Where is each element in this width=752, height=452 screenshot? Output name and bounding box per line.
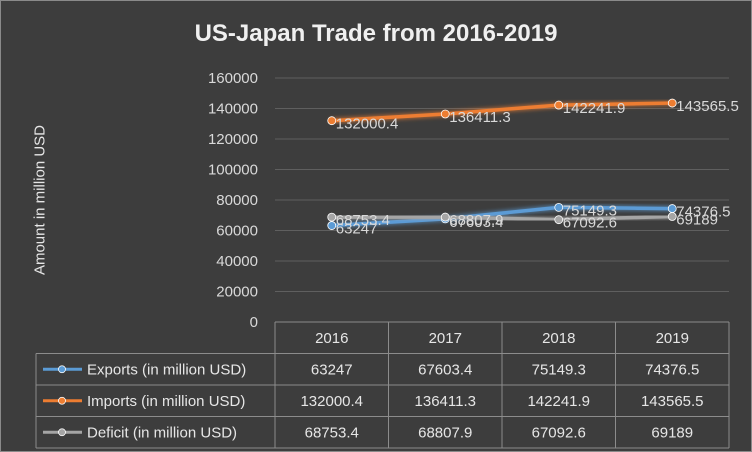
table-row-label: Exports (in million USD): [87, 361, 246, 378]
table-value-cell: 63247: [311, 361, 353, 378]
table-value-cell: 68753.4: [305, 424, 359, 441]
y-tick-label: 80000: [216, 192, 258, 209]
data-label: 67092.6: [563, 215, 617, 232]
data-point: [554, 100, 564, 110]
table-value-cell: 132000.4: [300, 393, 363, 410]
data-label: 75149.3: [563, 202, 617, 219]
data-point: [440, 109, 450, 119]
data-point: [327, 212, 337, 222]
table-header-cell: 2019: [656, 330, 689, 347]
table-value-cell: 143565.5: [641, 393, 704, 410]
data-point: [440, 212, 450, 222]
table-value-cell: 69189: [651, 424, 693, 441]
data-point: [667, 212, 677, 221]
table-header-cell: 2017: [429, 330, 462, 347]
table-row-label: Imports (in million USD): [87, 393, 245, 410]
series-2: 132000.4 136411.3 142241.9 143565.5: [327, 98, 739, 133]
table-value-cell: 68807.9: [418, 424, 472, 441]
legend-key-marker: [58, 365, 66, 374]
series-3: 68753.4 68807.9 67092.6 69189: [327, 211, 718, 232]
data-label: 136411.3: [449, 109, 510, 126]
table-header-cell: 2016: [315, 330, 348, 347]
data-point: [327, 221, 337, 230]
series-line: [330, 205, 674, 228]
data-label: 63247: [336, 221, 378, 238]
y-axis-ticks: 0 20000 40000 60000 80000 100000 120000 140000 1…: [208, 70, 258, 331]
data-label: 74376.5: [676, 204, 730, 221]
series-line: [330, 214, 674, 222]
data-label: 143565.5: [676, 98, 739, 115]
data-label: 68807.9: [449, 212, 503, 229]
table-value-cell: 74376.5: [645, 361, 699, 378]
y-tick-label: 100000: [208, 162, 258, 179]
data-point: [667, 98, 677, 108]
chart-title: US-Japan Trade from 2016-2019: [194, 20, 558, 47]
legend-key-marker: [58, 396, 66, 405]
table-value-cell: 142241.9: [527, 393, 590, 410]
series-line: [330, 101, 674, 123]
y-tick-label: 0: [250, 314, 258, 331]
data-label: 68753.4: [336, 212, 390, 229]
y-tick-label: 40000: [216, 253, 258, 270]
data-label: 69189: [676, 211, 718, 228]
y-tick-label: 160000: [208, 70, 258, 87]
table-value-cell: 67092.6: [532, 424, 586, 441]
data-label: 132000.4: [336, 116, 399, 133]
data-table: 2016 2017 2018 2019 Exports (in million USD)…: [35, 321, 730, 449]
table-row-label: Deficit (in million USD): [87, 424, 237, 441]
data-label: 142241.9: [563, 100, 626, 117]
data-point: [554, 215, 564, 225]
y-tick-label: 120000: [208, 131, 258, 148]
table-value-cell: 75149.3: [532, 361, 586, 378]
y-tick-label: 140000: [208, 101, 258, 118]
y-tick-label: 60000: [216, 223, 258, 240]
table-value-cell: 67603.4: [418, 361, 472, 378]
table-header-cell: 2018: [542, 330, 575, 347]
legend-key-marker: [58, 428, 66, 437]
data-point: [554, 202, 564, 212]
y-tick-label: 20000: [216, 284, 258, 301]
table-value-cell: 136411.3: [415, 393, 476, 410]
data-point: [667, 204, 677, 213]
data-point: [327, 116, 337, 126]
